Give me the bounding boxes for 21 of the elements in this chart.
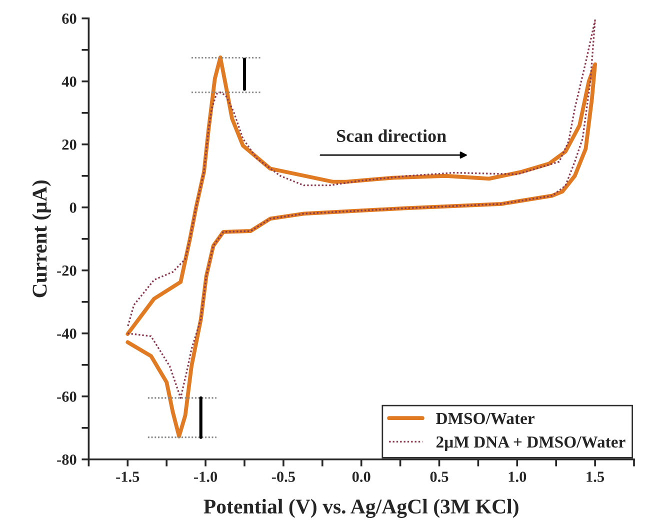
y-tick-label: -80 xyxy=(57,454,76,465)
x-axis-title: Potential (V) vs. Ag/AgCl (3M KCl) xyxy=(204,498,518,518)
y-tick-label: -40 xyxy=(57,328,76,339)
x-tick-label: 1.5 xyxy=(586,472,604,482)
y-tick-label: 20 xyxy=(62,140,76,150)
y-tick-label: 40 xyxy=(62,76,76,87)
legend-label: 2µM DNA + DMSO/Water xyxy=(436,436,626,452)
x-tick-label: 0.0 xyxy=(352,472,370,482)
annotation: Scan direction xyxy=(337,129,446,142)
x-tick-label: -0.5 xyxy=(272,472,295,482)
y-axis-title: Current (µA) xyxy=(32,180,51,298)
x-tick-label: 0.5 xyxy=(430,472,448,482)
legend-label: DMSO/Water xyxy=(436,412,534,424)
x-tick-label: -1.0 xyxy=(194,472,218,482)
y-tick-label: -60 xyxy=(57,392,76,402)
x-tick-label: 1.0 xyxy=(508,472,526,482)
x-tick-label: -1.5 xyxy=(116,472,140,482)
y-tick-label: -20 xyxy=(57,266,76,276)
y-tick-label: 60 xyxy=(62,14,76,24)
line-series xyxy=(126,19,596,399)
y-tick-label: 0 xyxy=(70,202,76,213)
